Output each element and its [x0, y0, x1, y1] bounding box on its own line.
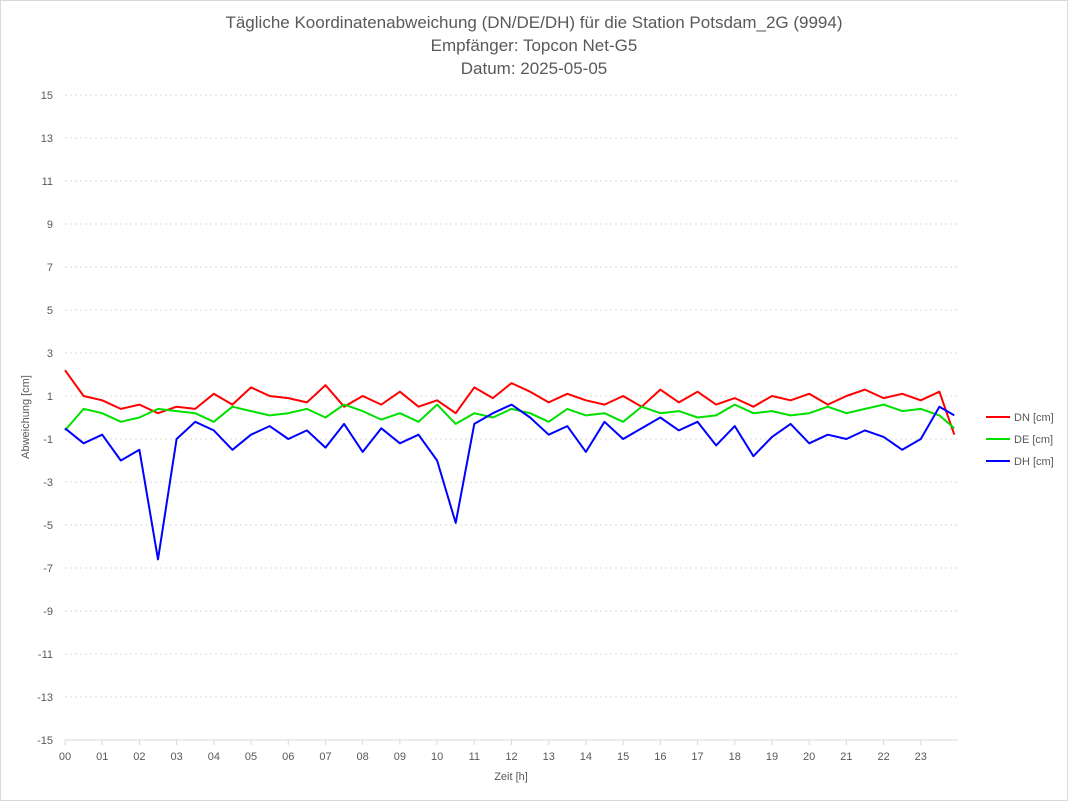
x-axis-label: Zeit [h] [494, 771, 528, 783]
y-tick-label: 5 [47, 305, 53, 317]
plot-area-series [64, 369, 956, 561]
x-tick-label: 23 [915, 751, 927, 763]
x-tick-label: 12 [505, 751, 517, 763]
x-tick-label: 15 [617, 751, 629, 763]
y-tick-label: 15 [41, 90, 53, 102]
x-tick-label: 02 [133, 751, 145, 763]
series-line-dh [64, 403, 955, 561]
y-tick-label: -7 [43, 563, 53, 575]
y-tick-label: 3 [47, 348, 53, 360]
legend-label: DN [cm] [1014, 412, 1054, 424]
chart-title-line-1: Tägliche Koordinatenabweichung (DN/DE/DH… [225, 13, 842, 32]
legend-label: DH [cm] [1014, 456, 1054, 468]
chart-title-line-3: Datum: 2025-05-05 [461, 59, 607, 78]
x-tick-label: 17 [691, 751, 703, 763]
x-tick-label: 19 [766, 751, 778, 763]
x-tick-label: 11 [469, 751, 480, 763]
y-tick-label: -9 [43, 606, 53, 618]
y-tick-label: 13 [41, 133, 53, 145]
series-line-dn [64, 369, 956, 436]
x-tick-label: 07 [319, 751, 331, 763]
chart-title: Tägliche Koordinatenabweichung (DN/DE/DH… [225, 13, 842, 78]
x-tick-label: 01 [96, 751, 108, 763]
x-tick-label: 14 [580, 751, 592, 763]
x-tick-label: 13 [543, 751, 555, 763]
x-tick-label: 20 [803, 751, 815, 763]
x-tick-label: 04 [208, 751, 220, 763]
x-tick-label: 05 [245, 751, 257, 763]
x-tick-label: 10 [431, 751, 443, 763]
y-axis-label: Abweichung [cm] [20, 375, 32, 459]
y-axis-ticks: 15 13 11 9 7 5 3 1 -1 -3 -5 -7 -9 -11 -13 -15 [37, 90, 53, 747]
x-tick-label: 09 [394, 751, 406, 763]
legend-label: DE [cm] [1014, 434, 1053, 446]
x-axis-ticks: 00 01 02 03 04 05 06 07 08 09 10 11 12 13 14 15 16 17 18 19… [59, 740, 927, 763]
y-tick-label: -13 [37, 692, 53, 704]
y-tick-label: -15 [37, 735, 53, 747]
x-tick-label: 18 [729, 751, 741, 763]
y-tick-label: 7 [47, 262, 53, 274]
chart-title-line-2: Empfänger: Topcon Net-G5 [431, 36, 638, 55]
x-tick-label: 08 [357, 751, 369, 763]
series-line-de [64, 403, 955, 432]
y-tick-label: 1 [47, 391, 53, 403]
x-tick-label: 00 [59, 751, 71, 763]
y-tick-label: 11 [42, 176, 53, 188]
y-tick-label: -3 [43, 477, 53, 489]
y-tick-label: -11 [38, 649, 53, 661]
x-tick-label: 22 [877, 751, 889, 763]
y-tick-label: 9 [47, 219, 53, 231]
y-tick-label: -5 [43, 520, 53, 532]
x-tick-label: 03 [171, 751, 183, 763]
legend: DN [cm] DE [cm] DH [cm] [986, 412, 1054, 468]
x-tick-label: 06 [282, 751, 294, 763]
x-tick-label: 21 [840, 751, 852, 763]
x-tick-label: 16 [654, 751, 666, 763]
y-tick-label: -1 [43, 434, 53, 446]
